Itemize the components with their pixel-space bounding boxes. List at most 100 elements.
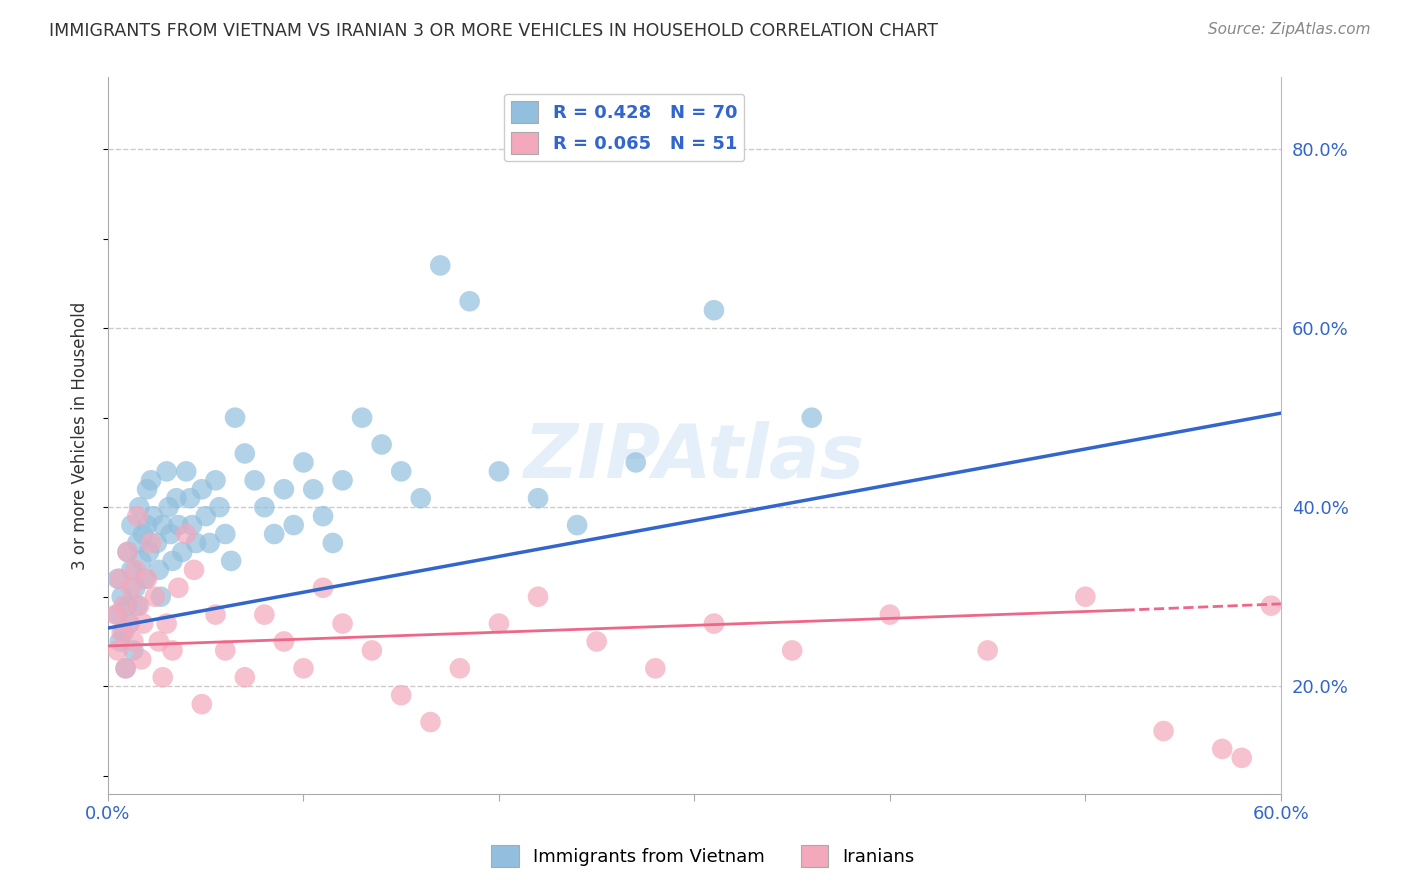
Point [780,643,803,657]
Point [138,545,160,559]
Point [1153,724,1175,739]
Point [139,536,162,550]
Point [204,607,226,622]
Point [108,572,131,586]
Point [181,518,204,533]
Point [292,455,315,469]
Point [108,634,131,648]
Point [527,590,550,604]
Point [194,509,217,524]
Point [233,446,256,460]
Point [124,563,146,577]
Point [112,625,135,640]
Point [104,607,127,622]
Point [352,410,374,425]
Point [800,410,823,425]
Point [488,616,510,631]
Point [370,437,392,451]
Point [127,599,149,613]
Point [644,661,666,675]
Point [174,527,197,541]
Point [224,410,246,425]
Point [146,536,169,550]
Point [118,616,141,631]
Point [179,491,201,506]
Point [111,625,134,640]
Y-axis label: 3 or more Vehicles in Household: 3 or more Vehicles in Household [72,301,89,570]
Point [253,607,276,622]
Point [134,572,156,586]
Point [128,500,150,515]
Point [191,483,214,497]
Point [136,572,159,586]
Point [312,581,335,595]
Point [165,491,187,506]
Point [117,545,139,559]
Point [214,527,236,541]
Text: IMMIGRANTS FROM VIETNAM VS IRANIAN 3 OR MORE VEHICLES IN HOUSEHOLD CORRELATION C: IMMIGRANTS FROM VIETNAM VS IRANIAN 3 OR … [49,22,938,40]
Point [117,545,139,559]
Text: ZIPAtlas: ZIPAtlas [524,420,865,493]
Point [419,714,441,729]
Point [122,634,145,648]
Point [167,581,190,595]
Point [107,643,129,657]
Point [1211,742,1233,756]
Point [143,590,166,604]
Point [172,545,194,559]
Point [703,303,725,318]
Point [243,473,266,487]
Point [219,554,242,568]
Point [488,464,510,478]
Point [127,509,149,524]
Legend: Immigrants from Vietnam, Iranians: Immigrants from Vietnam, Iranians [484,838,922,874]
Point [292,661,315,675]
Point [107,572,129,586]
Point [149,590,172,604]
Point [409,491,432,506]
Point [156,616,179,631]
Point [198,536,221,550]
Point [157,500,180,515]
Point [120,518,142,533]
Point [389,688,412,702]
Point [136,483,159,497]
Point [302,483,325,497]
Point [120,563,142,577]
Point [128,599,150,613]
Point [233,670,256,684]
Text: Source: ZipAtlas.com: Source: ZipAtlas.com [1208,22,1371,37]
Point [117,599,139,613]
Point [879,607,901,622]
Point [159,527,181,541]
Point [1074,590,1097,604]
Point [183,563,205,577]
Point [129,652,152,666]
Point [152,518,174,533]
Point [127,536,149,550]
Point [585,634,607,648]
Point [253,500,276,515]
Point [174,464,197,478]
Point [142,509,165,524]
Point [273,483,295,497]
Point [162,643,184,657]
Point [204,473,226,487]
Point [129,554,152,568]
Point [120,581,142,595]
Point [122,643,145,657]
Point [624,455,647,469]
Point [191,697,214,711]
Point [148,563,170,577]
Point [124,581,146,595]
Point [263,527,285,541]
Point [565,518,588,533]
Point [527,491,550,506]
Point [332,616,354,631]
Point [139,473,162,487]
Point [449,661,471,675]
Point [322,536,344,550]
Point [118,616,141,631]
Point [167,518,190,533]
Point [458,294,481,309]
